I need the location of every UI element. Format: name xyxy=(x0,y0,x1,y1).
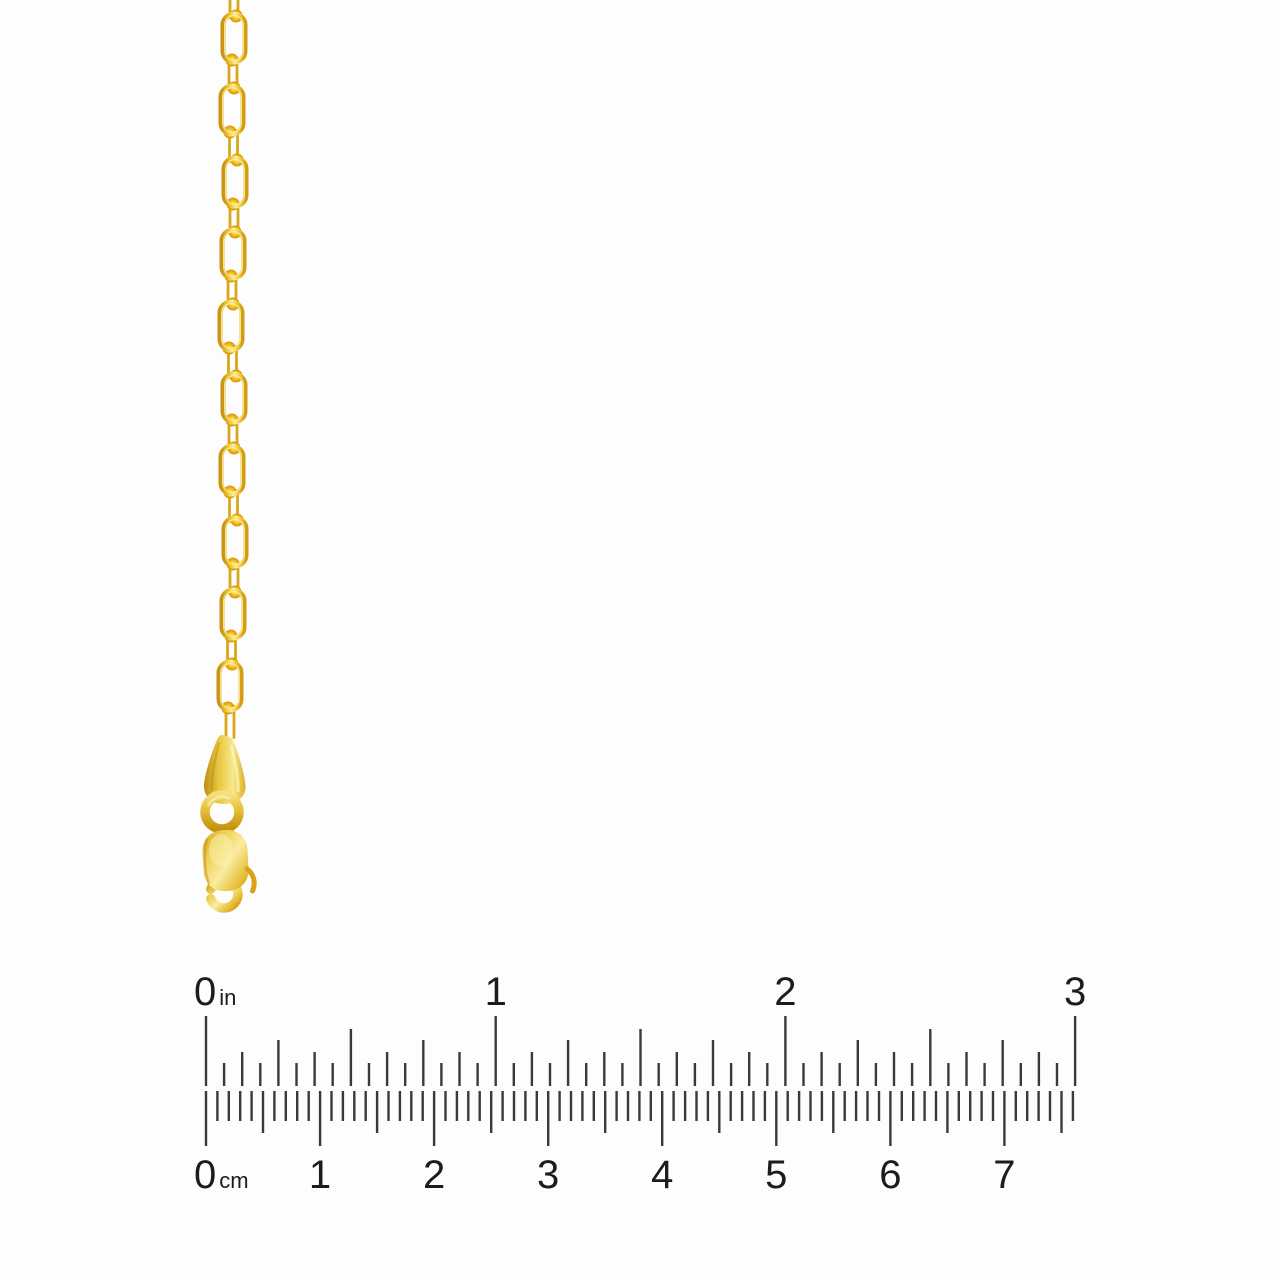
cm-label-7: 7 xyxy=(993,1153,1015,1197)
end-tag-facet-highlight xyxy=(229,744,240,793)
inch-label-0: 0 in xyxy=(194,970,236,1014)
chain-link-inner-highlight xyxy=(222,447,243,494)
ruler-labels: 0 in 1 2 3 0 cm 1 2 3 4 5 6 7 xyxy=(194,970,1086,1197)
chain-link-oval xyxy=(219,227,247,281)
chain-link-oval xyxy=(219,587,247,641)
background-highlight xyxy=(600,0,800,210)
cm-scale xyxy=(204,1091,1075,1146)
chain-link-oval xyxy=(217,299,245,353)
chain-link-inner-highlight xyxy=(223,590,244,637)
gold-chain xyxy=(216,0,249,739)
inch-label-3: 3 xyxy=(1064,970,1086,1014)
chain-link-oval xyxy=(220,11,248,65)
chain-link-edge xyxy=(232,705,236,739)
inch-label-1: 1 xyxy=(485,970,507,1014)
jump-ring-shape xyxy=(200,790,244,834)
jump-ring xyxy=(200,790,244,834)
chain-link-oval xyxy=(216,659,244,713)
cm-label-1: 1 xyxy=(309,1153,331,1197)
inch-label-2: 2 xyxy=(774,970,796,1014)
chain-end-tag xyxy=(203,735,246,805)
chain-link-inner-highlight xyxy=(223,231,244,278)
chain-link-oval xyxy=(220,371,248,425)
clasp-trigger xyxy=(244,866,257,894)
lobster-clasp xyxy=(202,829,257,913)
jump-ring-highlight xyxy=(206,795,231,807)
cm-label-4: 4 xyxy=(651,1153,673,1197)
chain-link-inner-highlight xyxy=(222,86,243,133)
end-tag-shape xyxy=(203,735,246,805)
chain-link-inner-highlight xyxy=(221,303,242,350)
chain-link-inner-highlight xyxy=(224,375,245,422)
chain-link-oval xyxy=(221,155,249,209)
chain-link-oval xyxy=(221,515,249,569)
clasp-body-highlight xyxy=(209,834,233,866)
chain-link-inner-highlight xyxy=(225,518,246,565)
ruler: 0 in 1 2 3 0 cm 1 2 3 4 5 6 7 xyxy=(194,970,1086,1197)
cm-label-0: 0 cm xyxy=(194,1153,249,1197)
inch-scale xyxy=(204,1016,1077,1086)
chain-link-oval xyxy=(218,443,246,497)
cm-label-6: 6 xyxy=(879,1153,901,1197)
cm-label-3: 3 xyxy=(537,1153,559,1197)
chain-link-inner-highlight xyxy=(220,662,241,709)
cm-label-2: 2 xyxy=(423,1153,445,1197)
chain-link-inner-highlight xyxy=(224,15,245,61)
chain-link-oval xyxy=(218,83,246,137)
end-tag-facet-shade xyxy=(210,741,220,791)
cm-label-5: 5 xyxy=(765,1153,787,1197)
clasp-body-shade xyxy=(203,838,211,885)
chain-link-inner-highlight xyxy=(225,159,246,206)
